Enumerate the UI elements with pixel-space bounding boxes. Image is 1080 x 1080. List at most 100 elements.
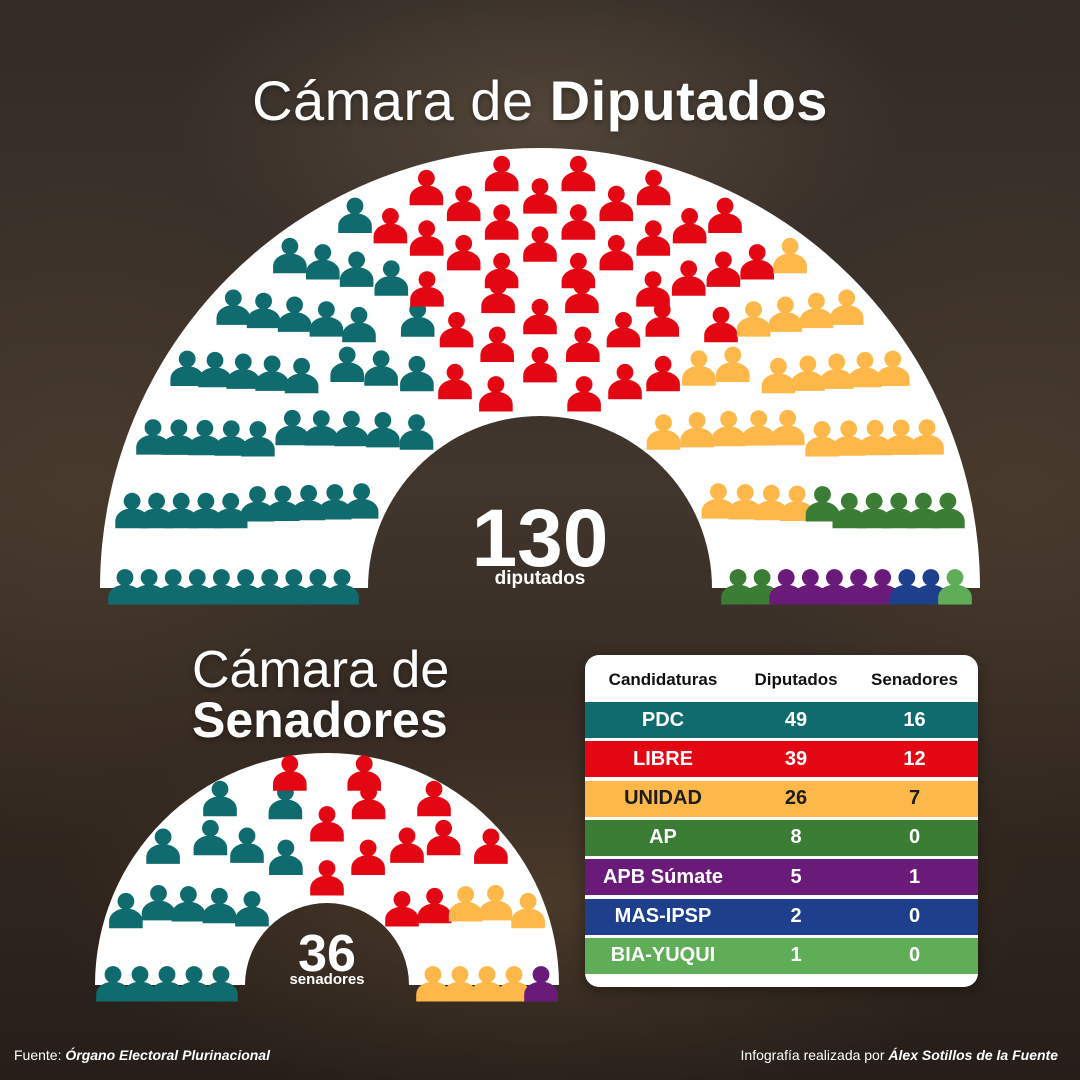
source-name: Órgano Electoral Plurinacional (65, 1047, 270, 1063)
seat-pdc (109, 892, 143, 929)
seat-pdc (141, 885, 176, 921)
seat-pdc (273, 237, 307, 274)
seat-pdc (306, 244, 340, 280)
total-label: diputados (495, 568, 586, 589)
seat-libre (566, 326, 600, 362)
seat-unidad (819, 353, 854, 389)
seat-pdc (277, 296, 312, 332)
seat-pdc (213, 492, 248, 529)
table-row-libre: LIBRE 39 12 (585, 741, 978, 778)
seat-libre (438, 363, 472, 400)
diputados-title-bold: Diputados (549, 69, 828, 132)
party-name: AP (649, 826, 677, 849)
seat-libre (561, 155, 596, 192)
header-candidaturas: Candidaturas (608, 670, 718, 689)
seat-unidad (884, 419, 918, 455)
seat-libre (310, 860, 344, 896)
seat-unidad (416, 966, 450, 1002)
table-row-apb-sumate: APB Súmate 5 1 (585, 859, 978, 896)
seat-libre (671, 260, 706, 296)
seat-libre (484, 252, 519, 289)
seat-pdc (318, 484, 352, 520)
seat-libre (704, 306, 738, 343)
header-diputados: Diputados (754, 670, 838, 689)
seat-pdc (136, 419, 170, 455)
seat-unidad (711, 410, 746, 447)
seat-unidad (716, 346, 750, 382)
diputados-count: 39 (784, 747, 808, 770)
diputados-title: Cámara de Diputados (0, 66, 1080, 136)
seat-libre (636, 169, 671, 206)
seat-pdc (291, 484, 326, 521)
seat-libre (523, 178, 557, 214)
seat-unidad (701, 483, 736, 519)
seat-libre (373, 208, 408, 244)
seat-unidad (511, 892, 545, 929)
seat-libre (567, 376, 601, 412)
seat-unidad (848, 351, 882, 388)
seat-libre (480, 326, 514, 362)
diputados-title-prefix: Cámara de (252, 69, 534, 132)
seat-unidad (754, 484, 789, 521)
seat-pdc (146, 828, 180, 864)
seat-libre (672, 208, 707, 244)
seat-pdc (198, 351, 232, 388)
seat-pdc (304, 410, 339, 446)
diputados-count: 1 (790, 944, 802, 967)
seat-unidad (728, 484, 762, 520)
seat-pdc (230, 827, 264, 863)
seat-unidad (768, 296, 803, 332)
seat-libre (273, 755, 307, 791)
seat-libre (417, 780, 451, 817)
table-row-unidad: UNIDAD 26 7 (585, 780, 978, 817)
seat-pdc (204, 966, 238, 1002)
seat-pdc (188, 419, 222, 456)
seat-unidad (773, 237, 807, 274)
seat-pdc (284, 357, 319, 394)
seat-unidad (876, 350, 910, 386)
seat-pdc (269, 839, 303, 875)
seat-pdc (275, 409, 310, 446)
seat-pdc (108, 569, 142, 605)
seat-pdc (339, 251, 374, 287)
seat-libre (310, 806, 344, 842)
seat-pdc (123, 966, 157, 1002)
senadores-count: 12 (903, 747, 926, 770)
seat-unidad (741, 410, 776, 446)
credit-label: Infografía realizada por (740, 1047, 885, 1063)
seat-pdc (226, 353, 261, 389)
seat-unidad (831, 420, 866, 456)
diputados-count: 49 (784, 708, 808, 731)
seat-unidad (780, 485, 814, 521)
seat-unidad (478, 885, 513, 921)
total-label: senadores (289, 971, 364, 988)
table-header-row: Candidaturas Diputados Senadores (585, 660, 978, 700)
senadores-count: 0 (908, 944, 921, 967)
senadores-count: 1 (908, 865, 921, 888)
seat-libre (409, 220, 444, 256)
seat-unidad (791, 355, 825, 391)
seat-pdc (96, 966, 130, 1002)
party-name: LIBRE (633, 747, 693, 770)
seat-pdc (193, 819, 228, 856)
diputados-count: 5 (790, 865, 802, 888)
seat-libre (479, 376, 513, 412)
results-table: Candidaturas Diputados Senadores PDC 49 16… (585, 655, 978, 987)
seat-unidad (805, 421, 839, 457)
seat-unidad (761, 357, 796, 394)
senadores-count: 16 (903, 708, 926, 731)
seat-ap (805, 486, 840, 522)
source-label: Fuente: (14, 1047, 62, 1063)
seat-libre (409, 169, 444, 206)
seat-libre (599, 185, 634, 222)
seat-libre (426, 819, 461, 856)
seat-apb-sumate (524, 966, 558, 1002)
seat-pdc (216, 289, 251, 325)
seat-libre (484, 155, 519, 192)
total-number: 130 (472, 493, 609, 584)
seat-unidad (829, 289, 864, 325)
senadores-count: 7 (908, 787, 921, 810)
seat-libre (708, 197, 742, 233)
party-name: PDC (641, 708, 685, 731)
senadores-count: 0 (908, 826, 921, 849)
